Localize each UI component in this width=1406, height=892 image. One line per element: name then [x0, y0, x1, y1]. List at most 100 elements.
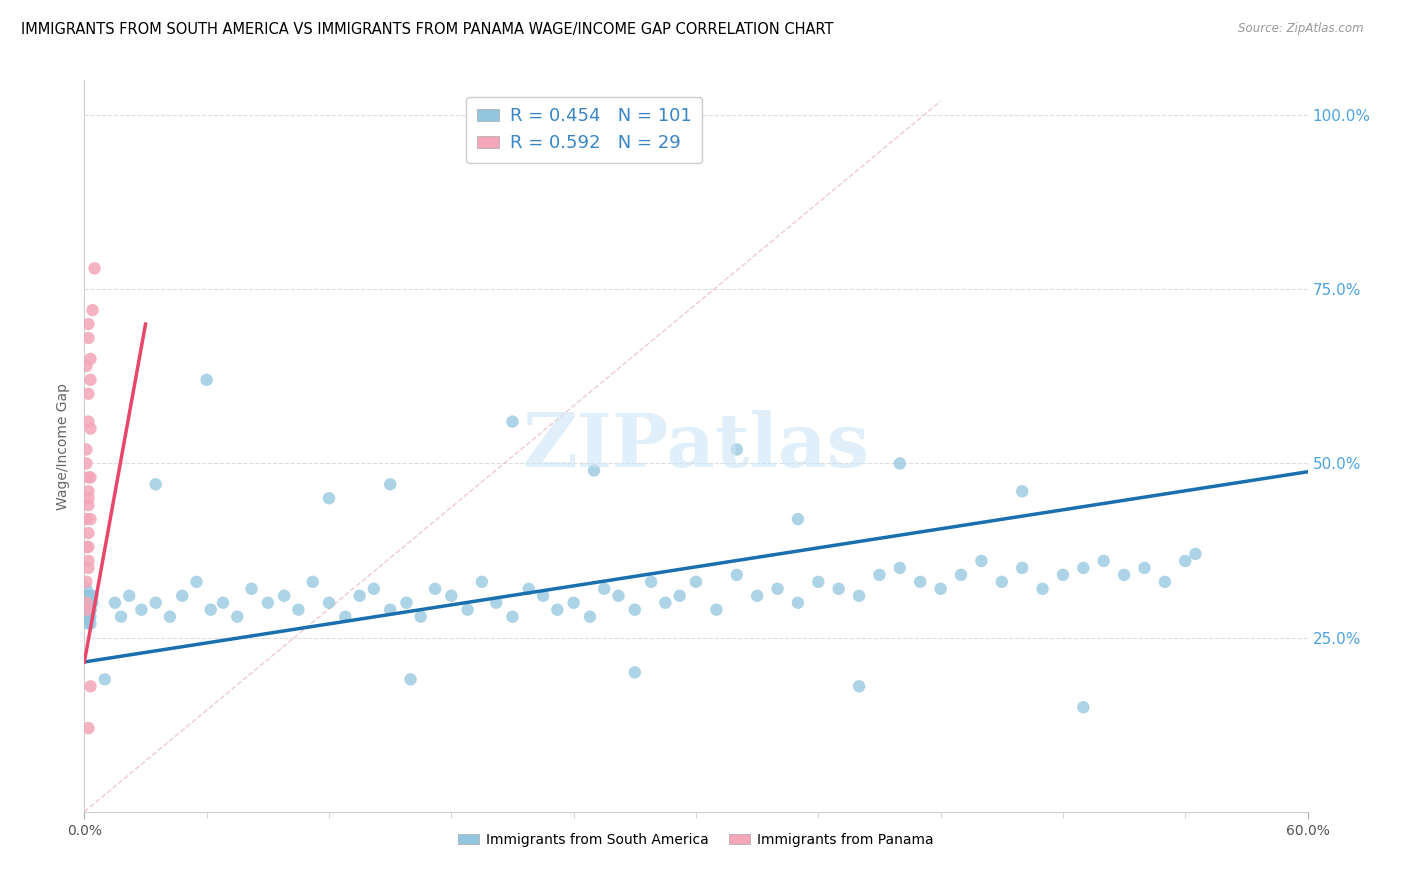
Point: [77, 721, 100, 735]
Point: [93, 673, 115, 687]
Point: [77, 609, 100, 624]
Point: [77, 540, 100, 554]
Point: [79, 596, 101, 610]
Point: [363, 582, 385, 596]
Point: [1011, 484, 1033, 499]
Point: [75, 574, 97, 589]
Point: [349, 589, 371, 603]
Point: [910, 574, 932, 589]
Point: [77, 498, 100, 512]
Point: [517, 582, 540, 596]
Point: [706, 603, 728, 617]
Point: [75, 596, 97, 610]
Point: [77, 609, 100, 624]
Point: [110, 609, 132, 624]
Point: [79, 609, 101, 624]
Point: [546, 603, 568, 617]
Point: [82, 303, 104, 318]
Point: [970, 554, 993, 568]
Text: Source: ZipAtlas.com: Source: ZipAtlas.com: [1239, 22, 1364, 36]
Point: [79, 351, 101, 366]
Point: [186, 574, 208, 589]
Point: [77, 415, 100, 429]
Point: [423, 582, 446, 596]
Y-axis label: Wage/Income Gap: Wage/Income Gap: [56, 383, 70, 509]
Point: [79, 421, 101, 435]
Point: [273, 589, 295, 603]
Point: [593, 582, 616, 596]
Point: [318, 596, 340, 610]
Point: [624, 603, 647, 617]
Point: [848, 589, 870, 603]
Point: [640, 574, 662, 589]
Point: [77, 609, 100, 624]
Point: [257, 596, 280, 610]
Point: [318, 491, 340, 506]
Point: [77, 331, 100, 345]
Point: [301, 574, 323, 589]
Point: [766, 582, 789, 596]
Point: [75, 359, 97, 373]
Point: [83, 261, 105, 276]
Point: [624, 665, 647, 680]
Point: [145, 596, 167, 610]
Point: [226, 609, 249, 624]
Point: [668, 589, 690, 603]
Point: [240, 582, 263, 596]
Point: [79, 603, 101, 617]
Point: [75, 457, 97, 471]
Legend: Immigrants from South America, Immigrants from Panama: Immigrants from South America, Immigrant…: [453, 827, 939, 853]
Point: [79, 470, 101, 484]
Point: [75, 442, 97, 457]
Point: [725, 567, 748, 582]
Point: [195, 373, 218, 387]
Point: [75, 603, 97, 617]
Point: [395, 596, 418, 610]
Point: [77, 470, 100, 484]
Point: [79, 596, 101, 610]
Point: [654, 596, 676, 610]
Point: [145, 477, 167, 491]
Point: [1073, 561, 1095, 575]
Point: [287, 603, 309, 617]
Point: [807, 574, 830, 589]
Point: [77, 554, 100, 568]
Point: [457, 603, 479, 617]
Point: [440, 589, 463, 603]
Point: [77, 526, 100, 541]
Point: [79, 512, 101, 526]
Point: [747, 589, 769, 603]
Point: [75, 512, 97, 526]
Text: IMMIGRANTS FROM SOUTH AMERICA VS IMMIGRANTS FROM PANAMA WAGE/INCOME GAP CORRELAT: IMMIGRANTS FROM SOUTH AMERICA VS IMMIGRA…: [21, 22, 834, 37]
Point: [380, 477, 402, 491]
Point: [1174, 554, 1197, 568]
Point: [1114, 567, 1136, 582]
Point: [200, 603, 222, 617]
Point: [82, 589, 104, 603]
Point: [77, 386, 100, 401]
Point: [79, 679, 101, 693]
Point: [869, 567, 891, 582]
Point: [950, 567, 973, 582]
Point: [848, 679, 870, 693]
Point: [77, 589, 100, 603]
Point: [1184, 547, 1206, 561]
Point: [409, 609, 432, 624]
Point: [79, 603, 101, 617]
Point: [471, 574, 494, 589]
Point: [79, 373, 101, 387]
Point: [607, 589, 630, 603]
Point: [889, 457, 911, 471]
Point: [685, 574, 707, 589]
Point: [579, 609, 602, 624]
Point: [1092, 554, 1115, 568]
Point: [75, 540, 97, 554]
Point: [502, 415, 524, 429]
Point: [725, 442, 748, 457]
Point: [77, 317, 100, 331]
Point: [212, 596, 235, 610]
Point: [889, 561, 911, 575]
Point: [75, 596, 97, 610]
Point: [562, 596, 585, 610]
Point: [502, 609, 524, 624]
